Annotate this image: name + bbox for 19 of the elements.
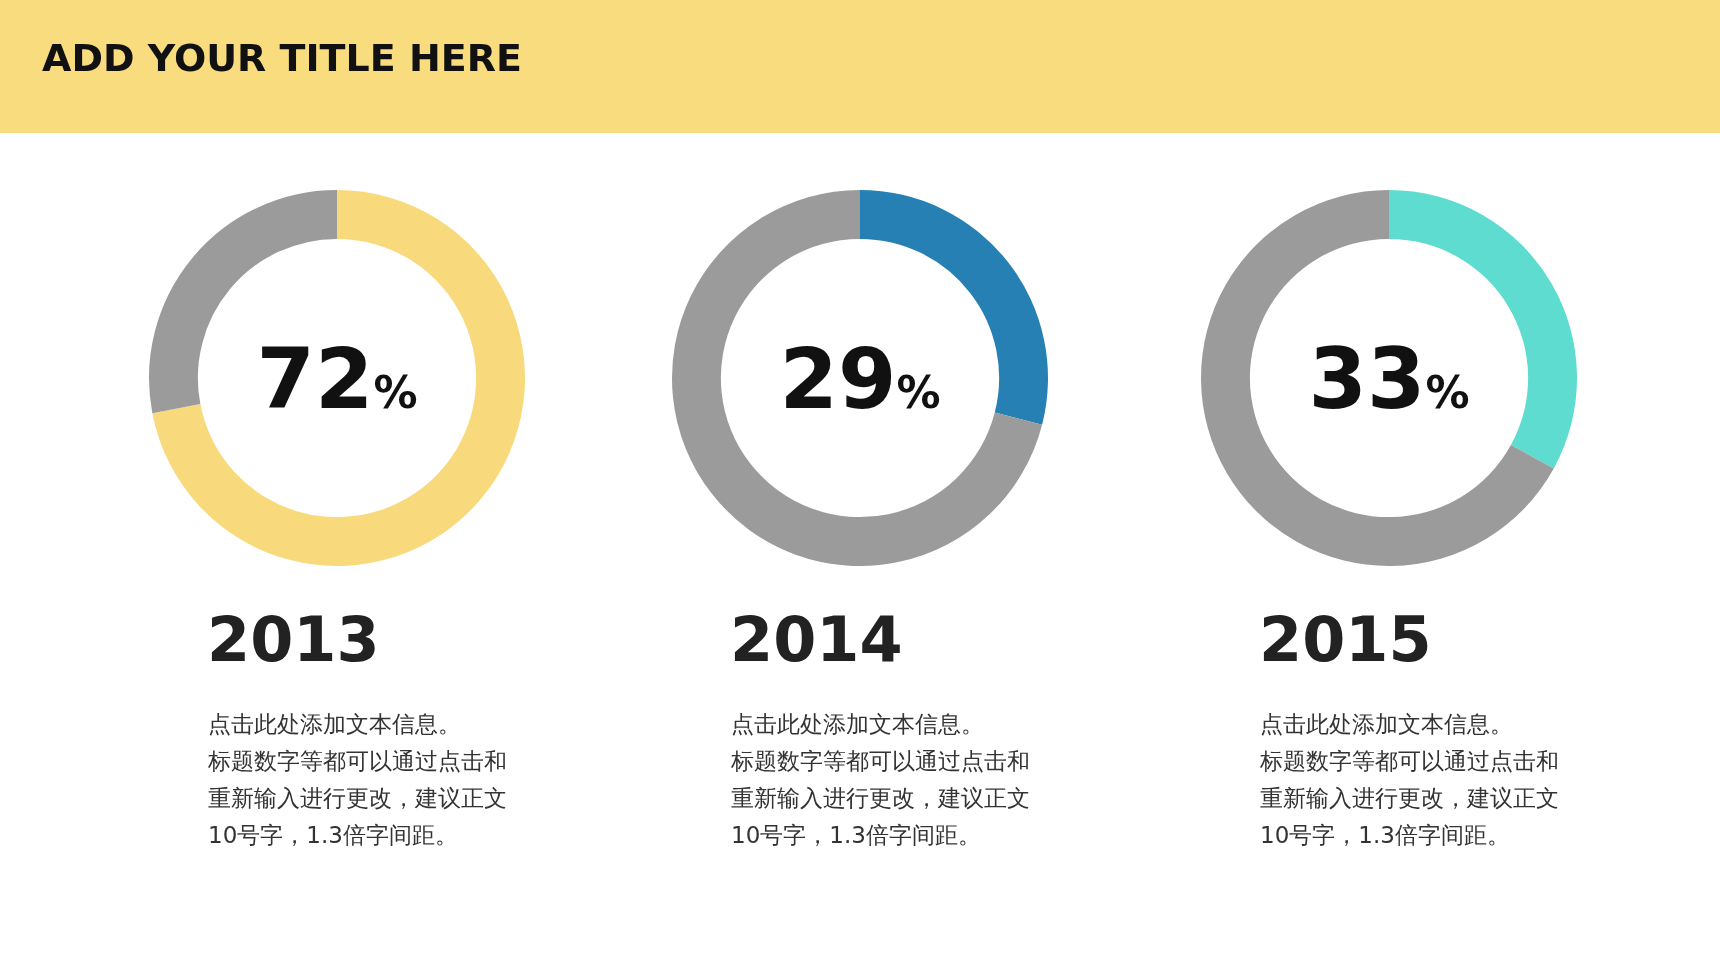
text: 标题数字等都可以通过点击和	[1260, 747, 1559, 776]
text: 标题数字等都可以通过点击和	[731, 747, 1030, 776]
text: 重新输入进行更改，建议正文	[208, 784, 507, 813]
text: 2013	[207, 603, 380, 676]
text: 2015	[1259, 603, 1432, 676]
text: 72%	[256, 330, 418, 428]
text: 点击此处添加文本信息。	[731, 710, 985, 739]
text: 重新输入进行更改，建议正文	[1260, 784, 1559, 813]
text: 10号字，1.3倍字间距。	[1260, 821, 1511, 850]
text: 点击此处添加文本信息。	[1260, 710, 1514, 739]
text: 29%	[779, 330, 941, 428]
text: 点击此处添加文本信息。	[208, 710, 462, 739]
text: 33%	[1308, 330, 1470, 428]
text: 10号字，1.3倍字间距。	[208, 821, 459, 850]
text: 10号字，1.3倍字间距。	[731, 821, 982, 850]
text: 重新输入进行更改，建议正文	[731, 784, 1030, 813]
text: 标题数字等都可以通过点击和	[208, 747, 507, 776]
text: ADD YOUR TITLE HERE	[42, 36, 522, 80]
text: 2014	[730, 603, 903, 676]
